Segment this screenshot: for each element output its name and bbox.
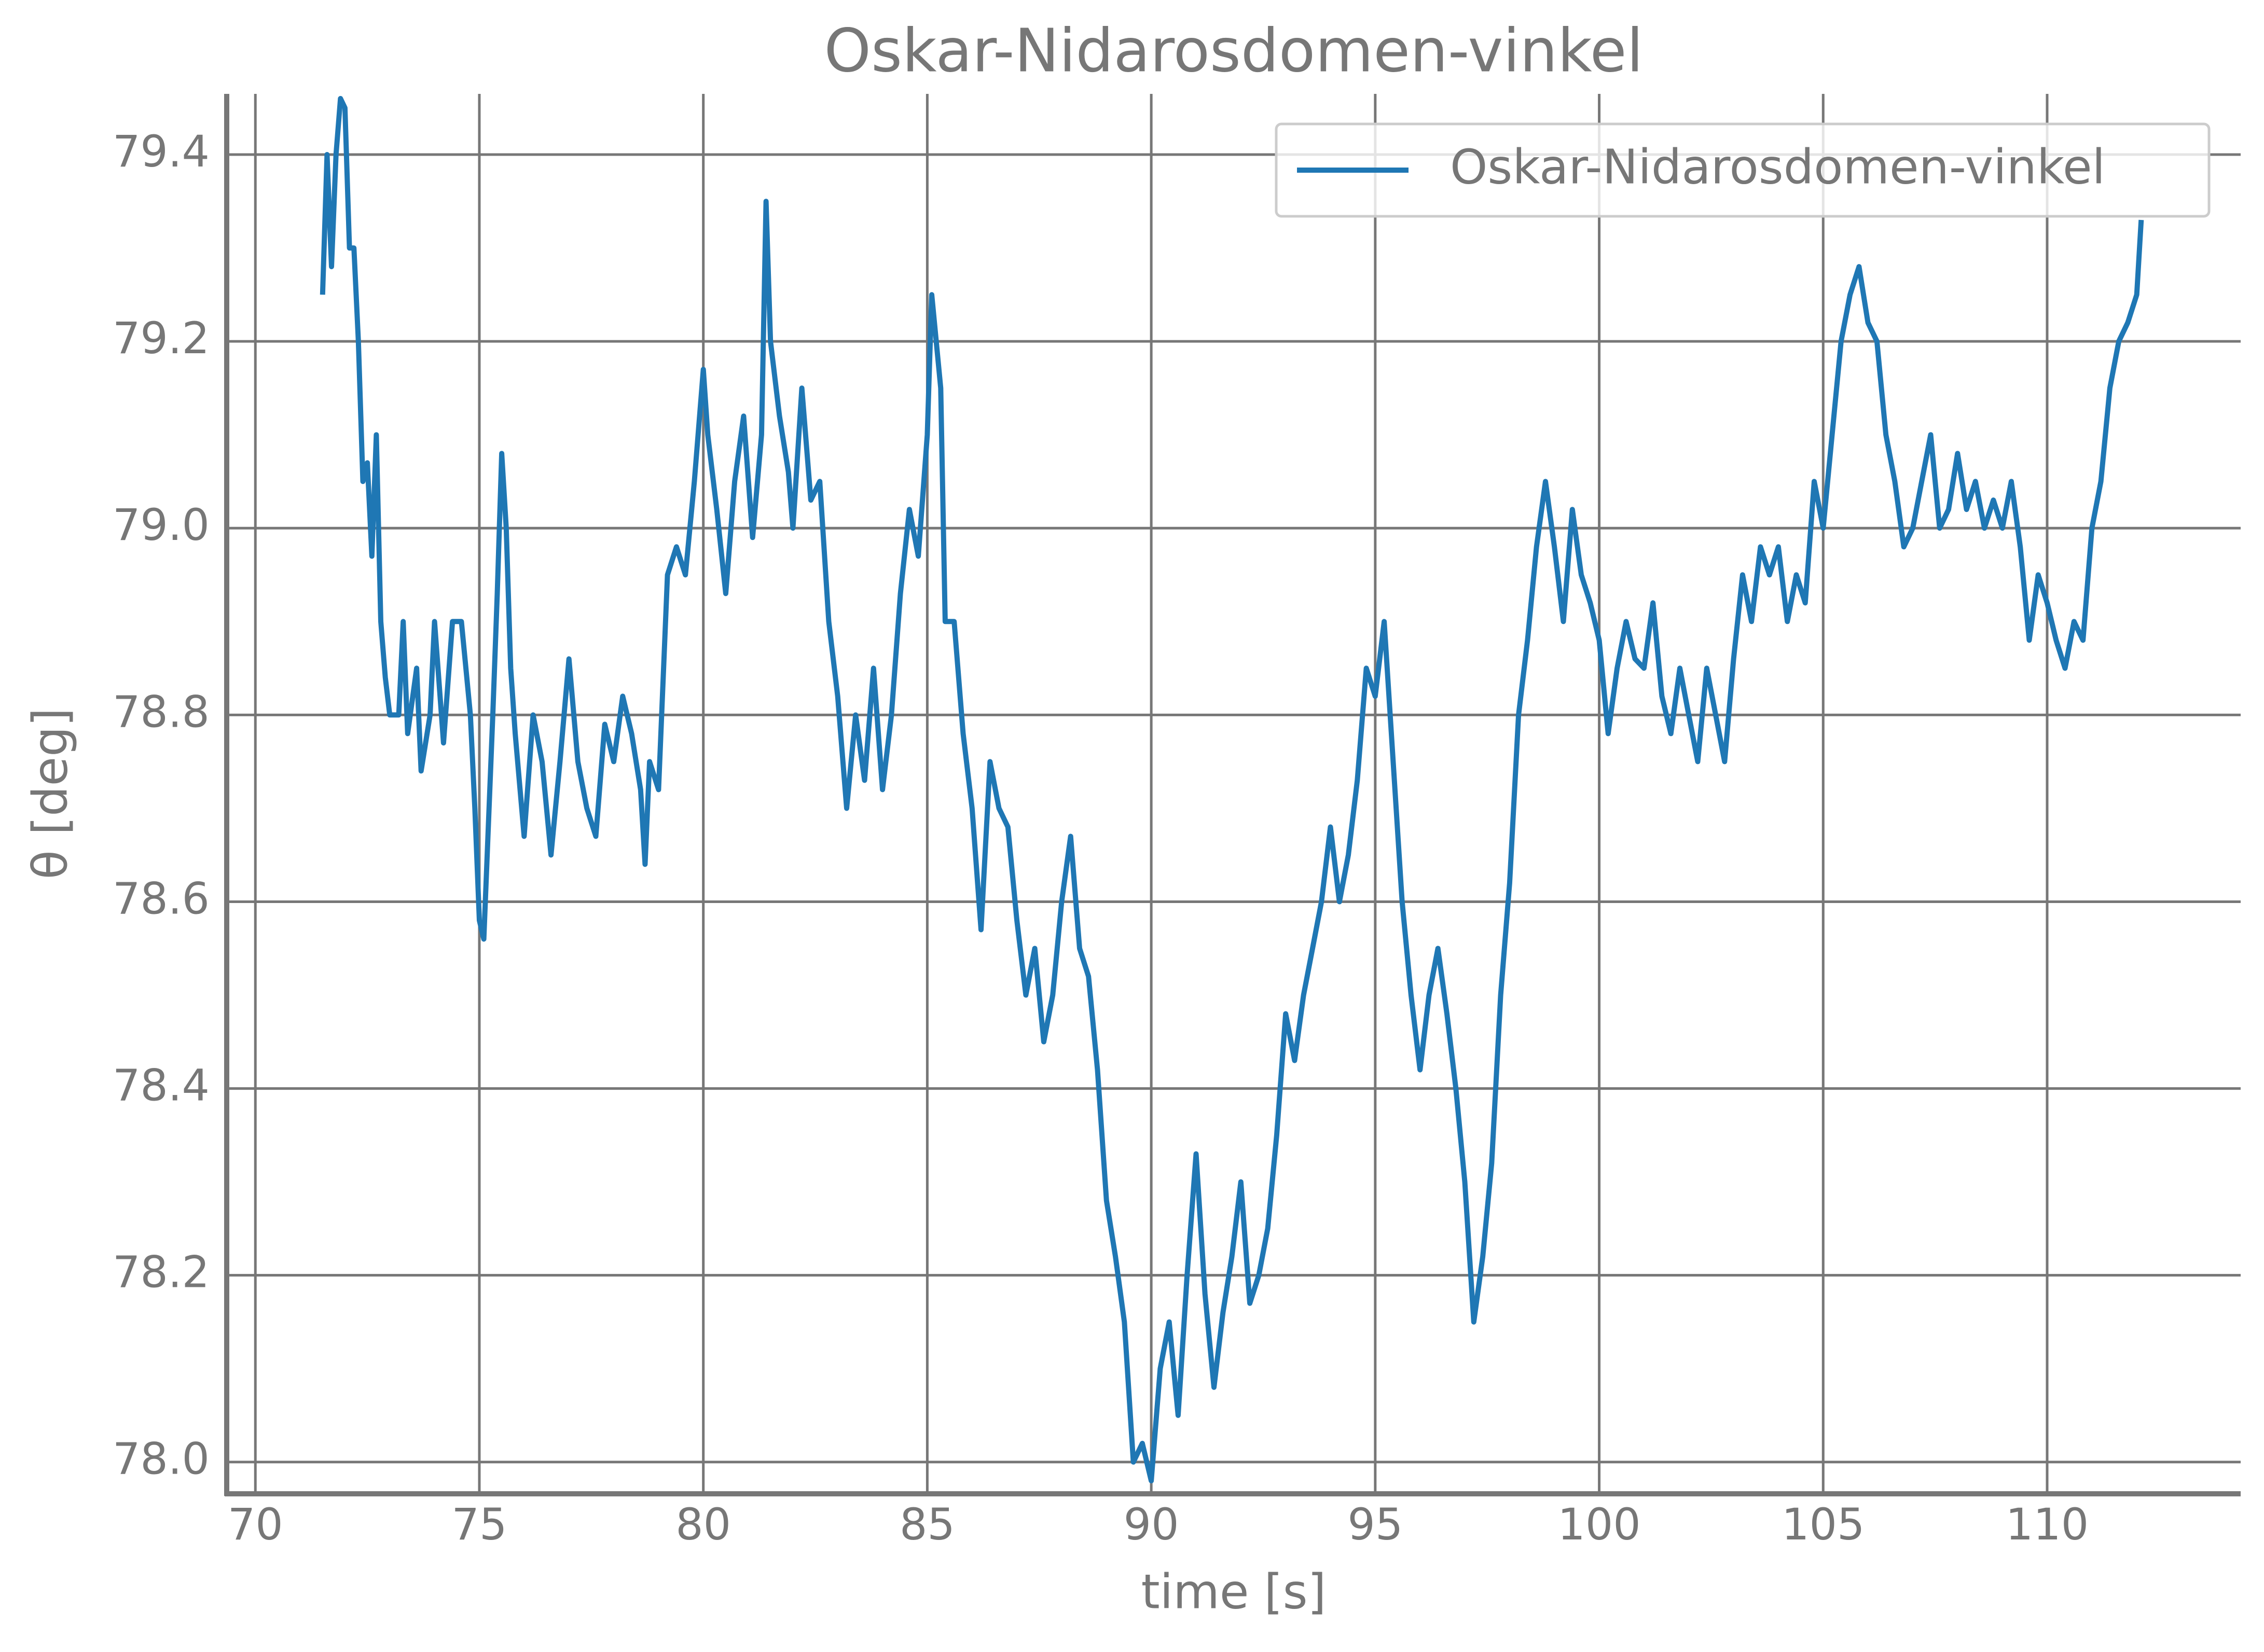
y-tick-label: 78.8 <box>113 686 210 737</box>
y-tick-label: 78.6 <box>113 873 210 924</box>
y-axis-label: θ [deg] <box>22 708 78 880</box>
x-axis-label: time [s] <box>1141 1564 1327 1619</box>
y-tick-label: 78.0 <box>113 1434 210 1484</box>
y-tick-label: 78.2 <box>113 1247 210 1298</box>
x-tick-label: 70 <box>228 1499 283 1550</box>
x-tick-label: 100 <box>1557 1499 1640 1550</box>
y-tick-label: 79.2 <box>113 313 210 364</box>
legend-label: Oskar-Nidarosdomen-vinkel <box>1450 139 2105 195</box>
chart-title: Oskar-Nidarosdomen-vinkel <box>824 17 1644 86</box>
x-tick-label: 105 <box>1782 1499 1865 1550</box>
x-tick-label: 110 <box>2006 1499 2089 1550</box>
x-tick-label: 95 <box>1347 1499 1403 1550</box>
x-tick-label: 85 <box>900 1499 955 1550</box>
y-tick-label: 78.4 <box>113 1060 210 1111</box>
x-tick-label: 75 <box>452 1499 507 1550</box>
x-tick-label: 90 <box>1124 1499 1179 1550</box>
x-tick-label: 80 <box>675 1499 731 1550</box>
data-line <box>320 96 2144 1483</box>
legend-box <box>1275 122 2211 218</box>
y-tick-label: 79.4 <box>113 126 210 177</box>
y-tick-label: 79.0 <box>113 499 210 550</box>
